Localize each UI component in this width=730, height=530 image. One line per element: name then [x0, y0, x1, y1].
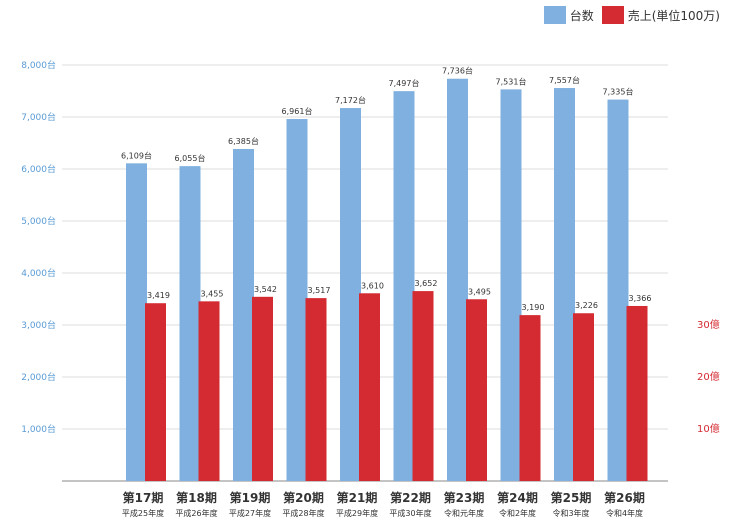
legend: 台数 売上(単位100万): [536, 6, 720, 24]
legend-label-sales: 売上(単位100万): [627, 8, 720, 23]
bar-units: [500, 89, 522, 481]
left-axis-tick-label: 1,000台: [21, 423, 56, 435]
data-label-units: 6,961台: [282, 106, 313, 116]
data-label-units: 6,385台: [228, 136, 259, 146]
x-axis-category-label: 第19期: [230, 490, 271, 505]
data-label-sales: 3,455: [201, 289, 224, 298]
bar-sales: [519, 315, 541, 481]
data-label-sales: 3,419: [147, 291, 170, 300]
bar-sales: [626, 305, 648, 481]
legend-item-units: 台数: [543, 6, 594, 24]
x-axis-category-label: 第26期: [604, 490, 645, 505]
left-axis-tick-label: 7,000台: [21, 111, 56, 123]
right-axis-tick-label: 20億: [697, 370, 720, 383]
bar-units: [554, 88, 575, 481]
legend-item-sales: 売上(単位100万): [601, 6, 720, 24]
left-axis-tick-label: 2,000台: [21, 371, 56, 383]
data-label-sales: 3,226: [575, 301, 598, 310]
bar-units: [233, 148, 254, 482]
data-label-sales: 3,495: [468, 287, 491, 296]
data-label-sales: 3,190: [522, 303, 545, 312]
left-axis-tick-label: 4,000台: [21, 267, 56, 279]
bar-sales: [198, 301, 220, 481]
bar-sales: [412, 291, 434, 481]
data-label-units: 6,055台: [175, 153, 206, 163]
data-label-units: 7,736台: [442, 66, 473, 76]
bar-sales: [573, 313, 594, 481]
data-label-sales: 3,610: [361, 281, 384, 290]
x-axis-category-label: 第25期: [551, 490, 592, 505]
data-label-sales: 3,366: [629, 294, 652, 303]
bar-units: [447, 78, 468, 481]
bar-units: [393, 91, 415, 481]
left-axis-tick-label: 6,000台: [21, 163, 56, 175]
x-axis-category-sublabel: 令和3年度: [552, 508, 589, 518]
x-axis-category-sublabel: 令和元年度: [444, 508, 484, 518]
bar-sales: [145, 303, 166, 481]
bar-sales: [305, 298, 327, 481]
x-axis-category-sublabel: 平成28年度: [282, 508, 324, 518]
left-axis-tick-label: 5,000台: [21, 215, 56, 227]
right-axis-tick-label: 30億: [697, 318, 720, 331]
x-axis-category-label: 第21期: [337, 490, 378, 505]
x-axis-category-label: 第24期: [497, 490, 538, 505]
left-axis-tick-label: 3,000台: [21, 319, 56, 331]
legend-swatch-units: [543, 6, 566, 24]
data-label-units: 6,109台: [121, 150, 152, 160]
bar-units: [286, 119, 308, 481]
data-label-units: 7,557台: [549, 75, 580, 85]
data-label-units: 7,497台: [389, 78, 420, 88]
data-label-units: 7,172台: [335, 95, 366, 105]
bar-sales: [466, 299, 487, 481]
legend-label-units: 台数: [569, 8, 594, 23]
bar-units: [607, 99, 629, 481]
bar-units: [179, 166, 201, 481]
x-axis-category-label: 第22期: [390, 490, 431, 505]
data-label-sales: 3,652: [415, 279, 438, 288]
x-axis-category-label: 第20期: [283, 490, 324, 505]
data-label-units: 7,335台: [603, 87, 634, 97]
data-label-units: 7,531台: [496, 76, 527, 86]
x-axis-category-sublabel: 平成27年度: [229, 508, 271, 518]
right-axis-tick-label: 10億: [697, 422, 720, 435]
x-axis-category-sublabel: 平成26年度: [175, 508, 217, 518]
bar-sales: [359, 293, 380, 481]
x-axis-category-sublabel: 平成30年度: [389, 508, 431, 518]
x-axis-category-sublabel: 令和4年度: [606, 508, 643, 518]
bar-units: [126, 163, 147, 481]
data-label-sales: 3,517: [308, 286, 331, 295]
x-axis-category-sublabel: 平成25年度: [122, 508, 164, 518]
left-axis-tick-label: 8,000台: [21, 59, 56, 71]
x-axis-category-label: 第18期: [176, 490, 217, 505]
legend-swatch-sales: [601, 6, 624, 24]
x-axis-category-sublabel: 令和2年度: [499, 508, 536, 518]
bar-units: [340, 108, 361, 481]
x-axis-category-label: 第17期: [123, 490, 164, 505]
bar-sales: [252, 296, 273, 481]
data-label-sales: 3,542: [254, 285, 277, 294]
x-axis-category-sublabel: 平成29年度: [336, 508, 378, 518]
x-axis-category-label: 第23期: [444, 490, 485, 505]
